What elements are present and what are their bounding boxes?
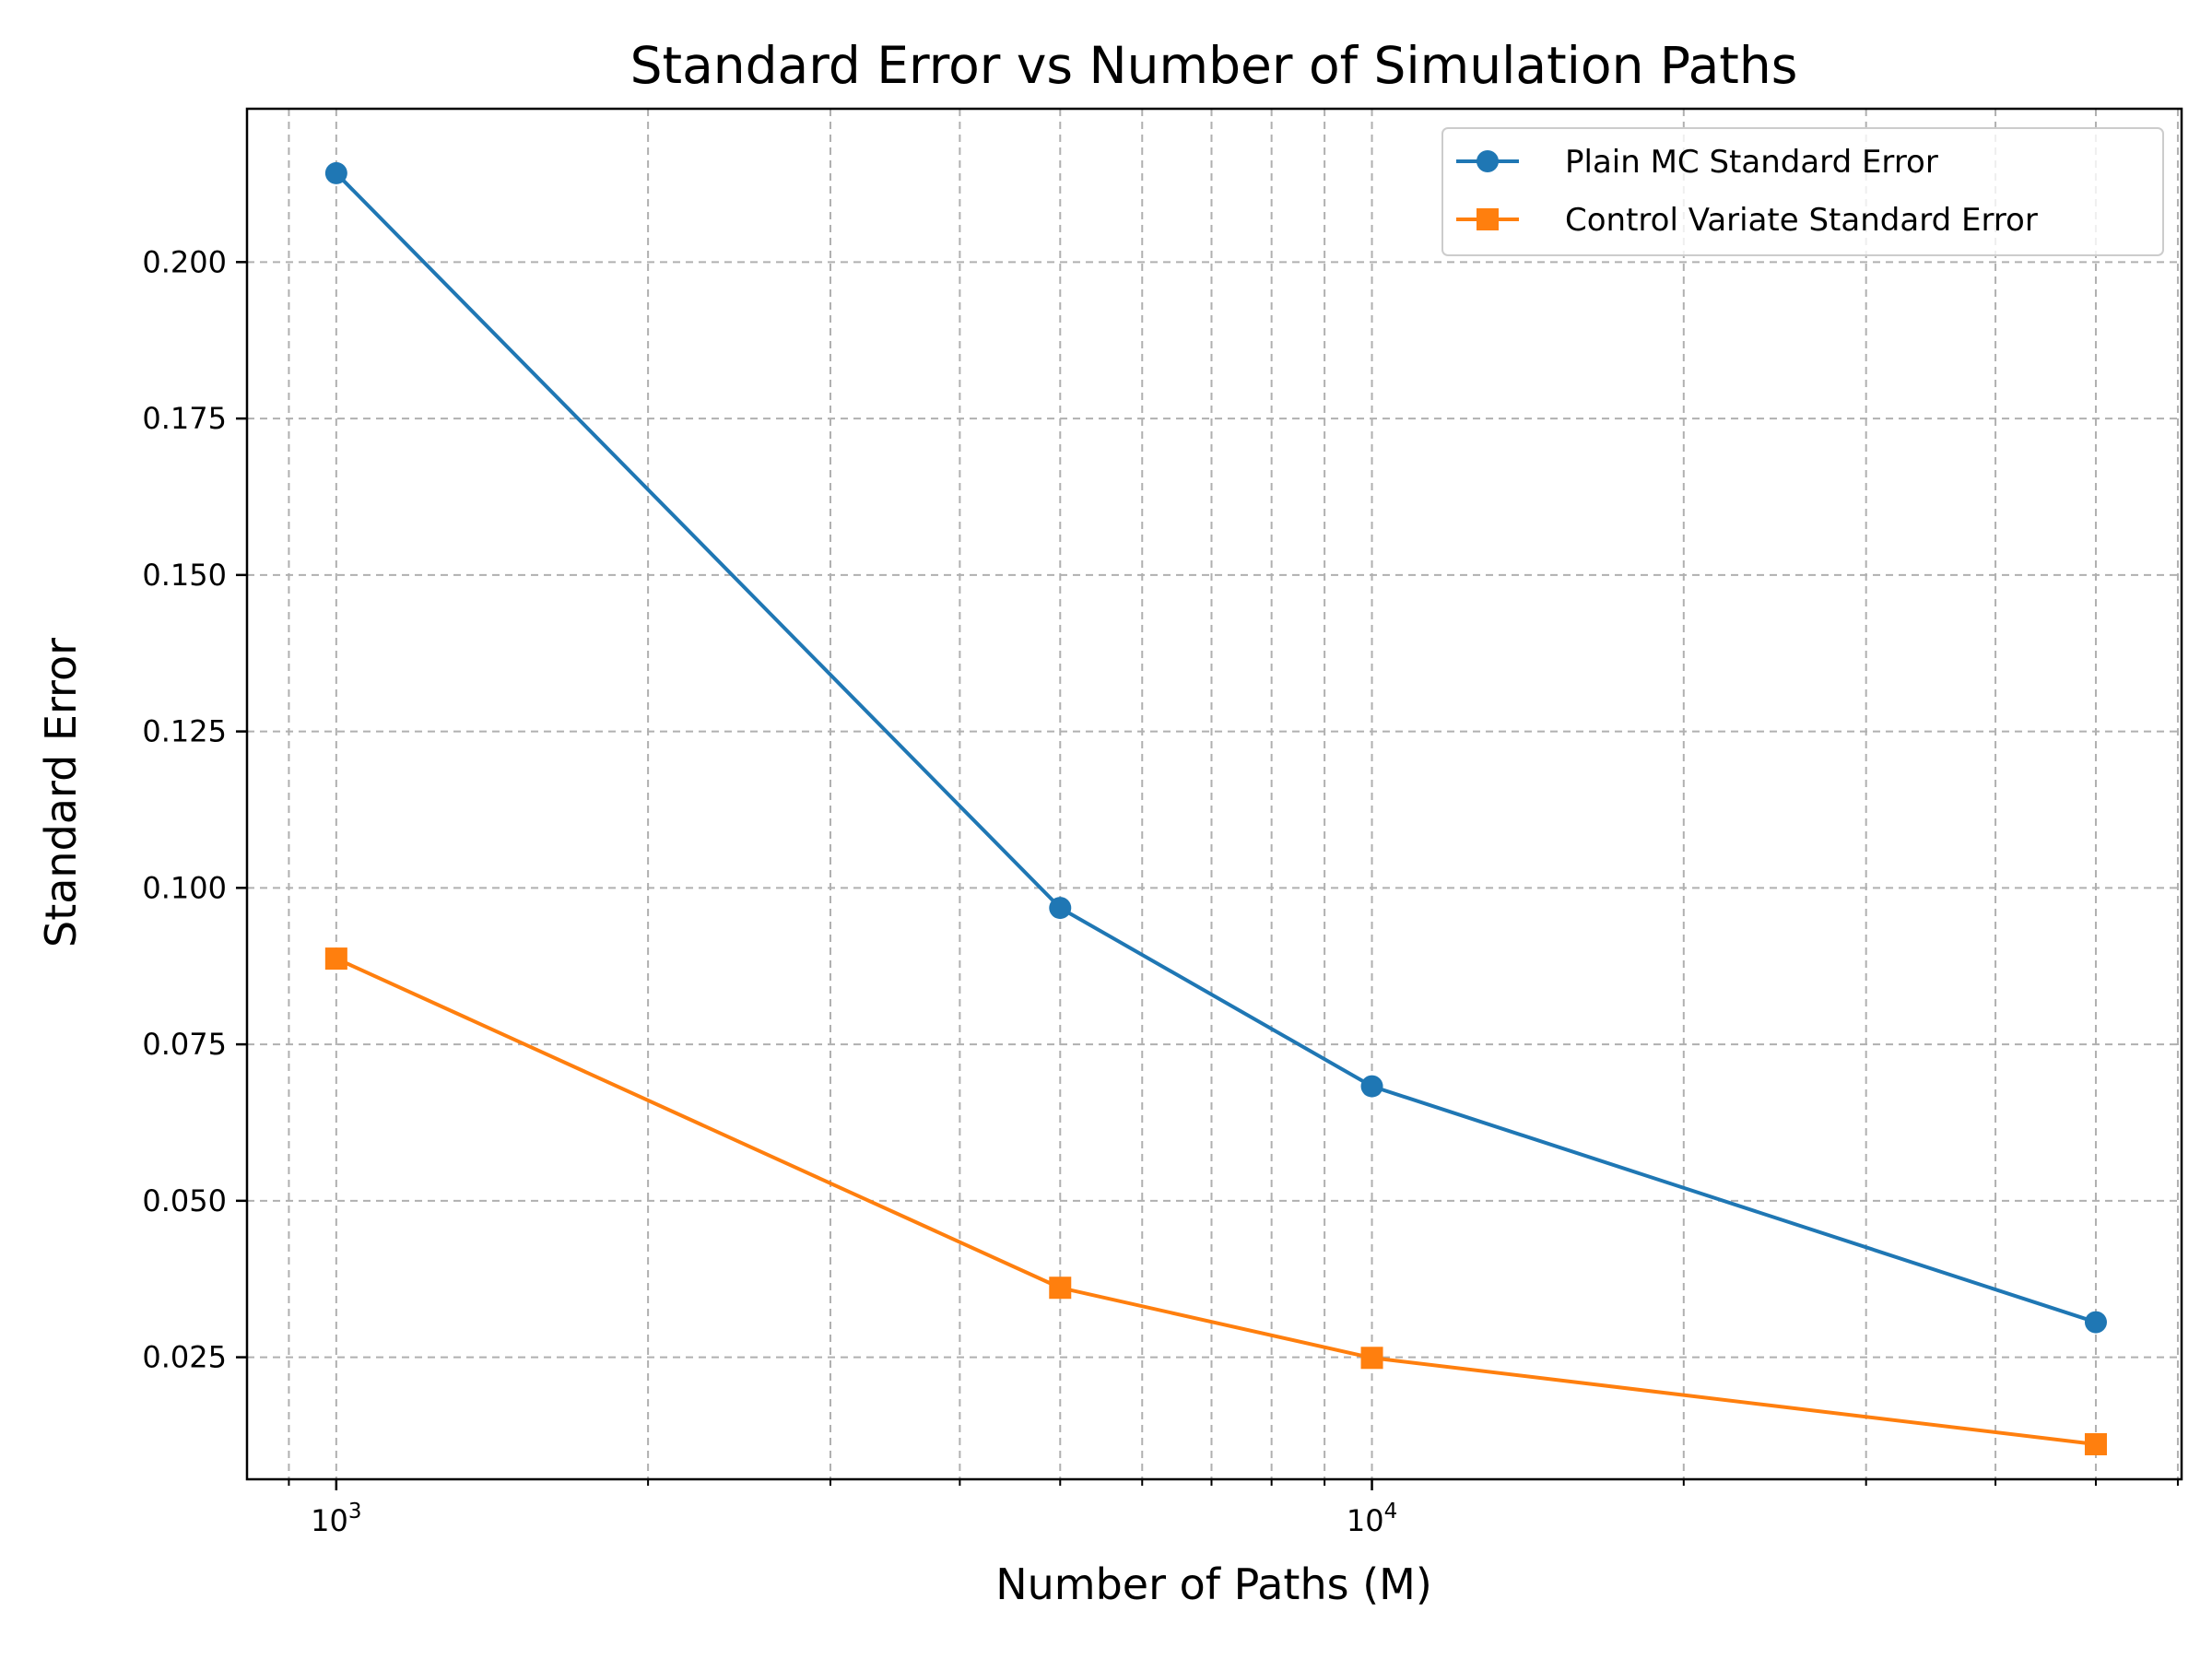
y-tick-label: 0.050: [142, 1183, 227, 1218]
ticks: 103 104 0.025 0.050 0.075 0.100 0.125 0.150 0.17…: [142, 244, 2179, 1538]
y-tick-label: 0.150: [142, 558, 227, 593]
legend-marker: [1477, 150, 1499, 172]
y-tick-label: 0.175: [142, 401, 227, 436]
y-tick-label: 0.100: [142, 870, 227, 905]
series-layer: [324, 161, 2107, 1455]
series-2: [324, 947, 2107, 1455]
data-point: [1360, 1075, 1383, 1098]
y-tick-label: 0.025: [142, 1340, 227, 1375]
legend-box: [1441, 127, 2164, 256]
data-point: [324, 161, 347, 184]
legend-label: Plain MC Standard Error: [1565, 144, 1938, 181]
legend: Plain MC Standard Error Control Variate S…: [1441, 127, 2164, 256]
x-tick-label: 104: [1347, 1500, 1397, 1538]
data-point: [1049, 897, 1072, 920]
legend-item: Plain MC Standard Error: [1456, 144, 1938, 181]
series-1: [324, 161, 2107, 1334]
x-tick-label: 103: [311, 1500, 361, 1538]
y-tick-label: 0.200: [142, 244, 227, 279]
series-line: [335, 957, 2097, 1446]
y-tick-label: 0.075: [142, 1027, 227, 1062]
data-point: [2084, 1311, 2107, 1334]
x-axis-label: Number of Paths (M): [995, 1559, 1432, 1609]
data-point: [1360, 1347, 1383, 1370]
data-point: [2084, 1432, 2107, 1455]
data-point: [1049, 1277, 1072, 1300]
series-line: [335, 171, 2097, 1324]
y-tick-label: 0.125: [142, 714, 227, 749]
grid: [247, 109, 2182, 1479]
legend-marker: [1477, 208, 1499, 230]
data-point: [324, 947, 347, 971]
legend-item: Control Variate Standard Error: [1456, 202, 2038, 239]
y-axis-label: Standard Error: [36, 638, 86, 947]
chart-title: Standard Error vs Number of Simulation P…: [630, 36, 1798, 95]
plot-frame: [245, 107, 2183, 1481]
legend-label: Control Variate Standard Error: [1565, 202, 2038, 239]
